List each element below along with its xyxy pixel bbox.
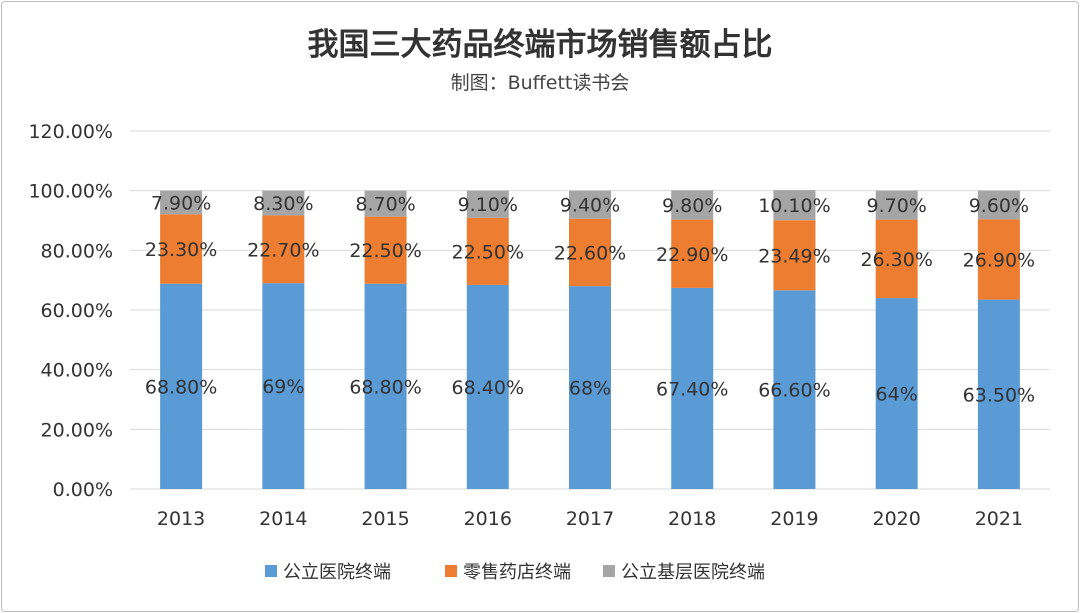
x-tick-label: 2016 bbox=[464, 508, 512, 530]
bar-segment bbox=[671, 190, 714, 220]
bar-segment bbox=[977, 219, 1020, 300]
bar-segment bbox=[364, 190, 407, 217]
x-axis: 2013 2014 2015 2016 2017 2018 2019 2020 2021 bbox=[157, 508, 1023, 530]
data-label: 68.80% bbox=[349, 376, 421, 398]
bar-segment bbox=[569, 190, 611, 219]
bar-segment bbox=[875, 298, 918, 489]
bar-segment bbox=[773, 220, 816, 291]
y-tick-label: 100.00% bbox=[28, 181, 113, 203]
bar-segment bbox=[160, 283, 203, 489]
x-tick-label: 2021 bbox=[975, 508, 1023, 530]
bar-segment bbox=[875, 219, 918, 299]
legend: 公立医院终端 零售药店终端 公立基层医院终端 bbox=[265, 562, 765, 583]
bar-segment bbox=[262, 190, 305, 216]
data-label: 22.50% bbox=[349, 240, 421, 262]
data-label: 68% bbox=[569, 378, 611, 400]
bar-segment bbox=[262, 283, 305, 489]
data-label: 26.90% bbox=[963, 249, 1035, 271]
y-tick-label: 20.00% bbox=[41, 419, 113, 441]
data-label: 22.50% bbox=[452, 241, 524, 263]
y-tick-label: 80.00% bbox=[41, 240, 113, 262]
data-label: 7.90% bbox=[151, 192, 211, 214]
chart-title: 我国三大药品终端市场销售额占比 bbox=[308, 27, 773, 63]
x-tick-label: 2015 bbox=[361, 508, 409, 530]
data-label: 22.90% bbox=[656, 244, 728, 266]
legend-swatch bbox=[265, 565, 277, 577]
bar-segment bbox=[977, 299, 1020, 489]
x-tick-label: 2019 bbox=[770, 508, 818, 530]
data-label: 22.70% bbox=[247, 239, 319, 261]
y-tick-label: 120.00% bbox=[28, 121, 113, 143]
x-tick-label: 2017 bbox=[566, 508, 614, 530]
data-label: 9.60% bbox=[969, 195, 1029, 217]
y-tick-label: 60.00% bbox=[41, 300, 113, 322]
data-label: 64% bbox=[876, 384, 918, 406]
data-label: 68.40% bbox=[452, 377, 524, 399]
data-label: 22.60% bbox=[554, 242, 626, 264]
x-tick-label: 2013 bbox=[157, 508, 205, 530]
x-tick-label: 2020 bbox=[872, 508, 920, 530]
bar-segment bbox=[466, 217, 509, 285]
bar-segment bbox=[364, 216, 407, 284]
x-tick-label: 2018 bbox=[668, 508, 716, 530]
data-label: 69% bbox=[262, 376, 304, 398]
legend-label: 零售药店终端 bbox=[463, 562, 571, 583]
bar-segment bbox=[671, 219, 714, 288]
bar-segment bbox=[262, 215, 305, 284]
y-tick-label: 0.00% bbox=[53, 479, 113, 501]
bar-segment bbox=[773, 190, 816, 221]
y-tick-label: 40.00% bbox=[41, 360, 113, 382]
data-label: 23.49% bbox=[758, 245, 830, 267]
data-label: 68.80% bbox=[145, 376, 217, 398]
bar-segment bbox=[466, 284, 509, 489]
bar-segment bbox=[364, 283, 407, 489]
data-label: 9.40% bbox=[560, 195, 620, 217]
data-label: 63.50% bbox=[963, 384, 1035, 406]
chart-subtitle: 制图：Buffett读书会 bbox=[451, 72, 630, 94]
bar-segment bbox=[773, 290, 816, 489]
bar-segment bbox=[466, 190, 509, 218]
data-label: 9.10% bbox=[458, 194, 518, 216]
data-label: 66.60% bbox=[758, 380, 830, 402]
data-label: 8.30% bbox=[253, 193, 313, 215]
bar-segment bbox=[569, 218, 611, 287]
x-tick-label: 2014 bbox=[259, 508, 307, 530]
legend-swatch bbox=[603, 565, 615, 577]
data-label: 9.70% bbox=[866, 195, 926, 217]
bar-segment bbox=[671, 287, 714, 489]
data-label: 23.30% bbox=[145, 239, 217, 261]
legend-label: 公立医院终端 bbox=[283, 562, 391, 583]
data-label: 9.80% bbox=[662, 195, 722, 217]
legend-swatch bbox=[445, 565, 457, 577]
data-label: 8.70% bbox=[355, 194, 415, 216]
bar-segment bbox=[977, 190, 1020, 220]
data-label: 26.30% bbox=[860, 249, 932, 271]
legend-label: 公立基层医院终端 bbox=[621, 562, 765, 583]
bars: 68.80% 23.30% 7.90% 69% 22.70% 8.30% 68.80% 22.… bbox=[145, 190, 1035, 489]
bar-segment bbox=[160, 190, 203, 215]
data-label: 67.40% bbox=[656, 378, 728, 400]
bar-segment bbox=[875, 190, 918, 220]
bar-segment bbox=[160, 214, 203, 284]
bar-segment bbox=[569, 286, 611, 489]
data-label: 10.10% bbox=[758, 195, 830, 217]
y-axis: 0.00% 20.00% 40.00% 60.00% 80.00% 100.00% 120.… bbox=[28, 121, 113, 501]
